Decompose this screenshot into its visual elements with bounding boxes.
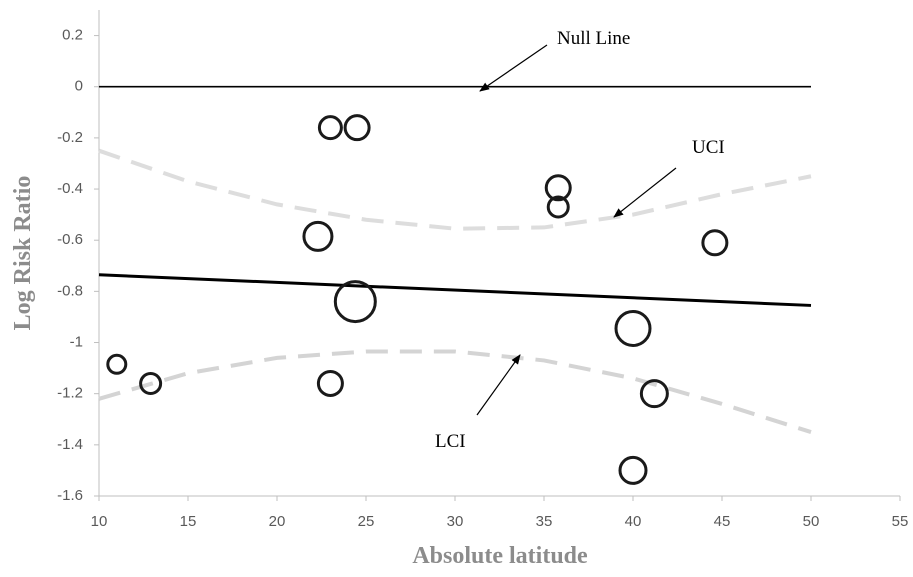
annotation: UCI: [692, 137, 725, 158]
x-tick-label: 10: [91, 513, 108, 530]
y-tick-label: -1.6: [57, 487, 83, 504]
y-tick-label: -0.4: [57, 180, 83, 197]
line: [98, 273, 812, 307]
x-tick-label: 40: [625, 513, 642, 530]
y-tick-label: -0.8: [57, 282, 83, 299]
bubble: [544, 174, 572, 202]
x-tick-label: 15: [180, 513, 197, 530]
bubble: [639, 379, 669, 409]
bubble: [343, 114, 371, 142]
x-tick-label: 30: [447, 513, 464, 530]
y-tick-label: -1: [70, 333, 83, 350]
bubble: [546, 195, 570, 219]
bubble: [302, 220, 334, 252]
annotation-arrow: [476, 354, 521, 416]
ci-line: [98, 148, 812, 231]
x-tick-label: 55: [892, 513, 909, 530]
bubble: [618, 455, 648, 485]
bubble: [614, 309, 652, 347]
y-tick-label: -0.6: [57, 231, 83, 248]
annotation-arrow: [613, 167, 677, 218]
y-axis-title: Log Risk Ratio: [10, 176, 36, 331]
x-axis-title: Absolute latitude: [412, 543, 588, 569]
y-tick-label: -1.2: [57, 385, 83, 402]
y-tick-label: -1.4: [57, 436, 83, 453]
y-tick-label: 0.2: [62, 27, 83, 44]
annotation: Null Line: [557, 28, 630, 49]
x-tick-label: 45: [714, 513, 731, 530]
y-tick-label: 0: [75, 78, 83, 95]
x-tick-label: 50: [803, 513, 820, 530]
bubble: [139, 371, 163, 395]
annotation-arrow: [479, 44, 548, 92]
bubble: [316, 369, 344, 397]
bubble: [106, 353, 128, 375]
bubble: [701, 229, 729, 257]
bubble: [317, 115, 343, 141]
x-tick-label: 20: [269, 513, 286, 530]
bubble: [333, 280, 377, 324]
x-tick-label: 25: [358, 513, 375, 530]
ci-line: [98, 349, 812, 434]
annotation: LCI: [435, 431, 466, 452]
x-tick-label: 35: [536, 513, 553, 530]
y-tick-label: -0.2: [57, 129, 83, 146]
